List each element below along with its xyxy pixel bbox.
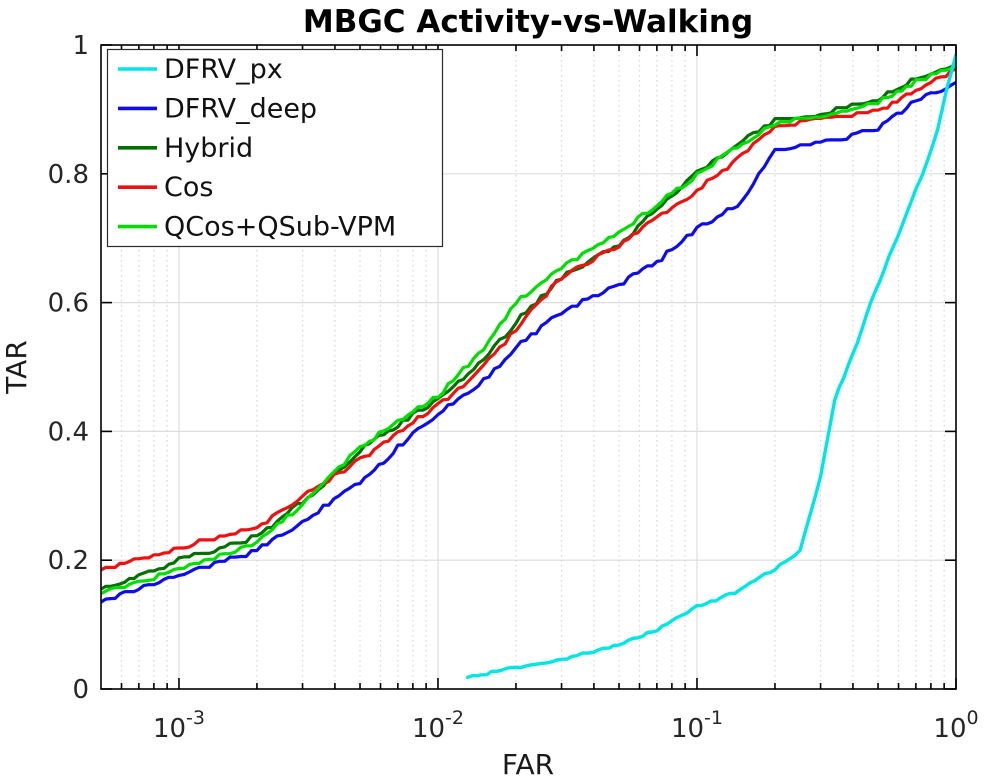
legend-item-qcos-qsub-vpm: QCos+QSub-VPM: [118, 212, 396, 243]
y-tick-label: 0.6: [48, 289, 89, 319]
tick-label-layer: 10-3 10-2 10-1 100 0 0.2 0.4 0.6 0.8 1: [48, 31, 979, 744]
x-tick-label: 10-2: [412, 707, 464, 744]
curve-dfrv-deep: [101, 80, 956, 604]
x-tick-label: 100: [933, 707, 978, 744]
legend: DFRV_px DFRV_deep Hybrid Cos QCos+QSub-VPM: [106, 48, 444, 248]
y-tick-label: 1: [72, 31, 89, 61]
curve-dfrv-px: [465, 53, 956, 680]
x-tick-label: 10-3: [153, 707, 205, 744]
y-tick-label: 0.2: [48, 546, 89, 576]
plot-border: [100, 44, 957, 690]
x-axis-label: FAR: [502, 748, 554, 781]
legend-label: DFRV_deep: [164, 93, 317, 124]
y-axis-label: TAR: [0, 340, 33, 395]
legend-item-cos: Cos: [118, 172, 213, 203]
x-tick-label: 10-1: [671, 707, 723, 744]
legend-label: QCos+QSub-VPM: [164, 212, 396, 243]
y-tick-label: 0: [72, 675, 89, 705]
legend-item-hybrid: Hybrid: [118, 133, 253, 164]
legend-item-dfrv-px: DFRV_px: [118, 54, 283, 85]
y-tick-label: 0.4: [48, 417, 89, 447]
curve-qcos-qsub-vpm: [101, 63, 956, 596]
legend-label: Hybrid: [164, 133, 253, 164]
curve-layer: [101, 53, 956, 680]
legend-label: DFRV_px: [164, 54, 283, 85]
legend-label: Cos: [164, 172, 213, 203]
chart-title: MBGC Activity-vs-Walking: [303, 4, 753, 40]
y-tick-label: 0.8: [48, 160, 89, 190]
legend-item-dfrv-deep: DFRV_deep: [118, 93, 317, 124]
legend-box: [106, 48, 444, 248]
